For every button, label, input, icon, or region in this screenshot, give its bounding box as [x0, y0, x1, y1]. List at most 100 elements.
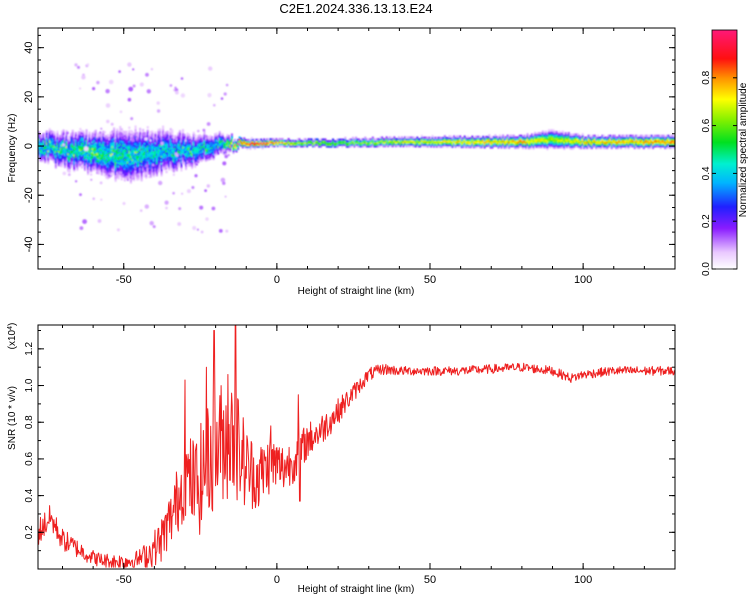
spectrogram-cell	[162, 158, 165, 161]
spectrogram-cell	[142, 149, 145, 152]
spectrogram-cell	[195, 163, 198, 166]
spectrogram-cell	[82, 161, 85, 164]
spectrogram-cell	[656, 138, 659, 141]
spectrogram-cell	[111, 166, 114, 169]
spectrogram-cell	[309, 141, 312, 144]
spectrogram-cell	[68, 165, 71, 168]
spectrogram-cell	[364, 143, 367, 146]
spectrogram-cell	[552, 146, 555, 149]
spectrogram-cell	[212, 149, 215, 152]
spectrogram-cell	[195, 159, 198, 163]
spectrogram-cell	[226, 144, 229, 147]
spectrogram-cell	[302, 138, 305, 141]
spectrogram-cell	[71, 157, 74, 160]
spectrogram-cell	[590, 145, 593, 148]
spectrogram-cell	[469, 142, 472, 145]
spectrogram-cell	[113, 168, 116, 171]
spectrogram-cell	[381, 138, 384, 141]
spectrogram-cell	[215, 141, 218, 144]
spectrogram-cell	[404, 141, 407, 144]
spectrogram-cell	[535, 138, 538, 142]
spectrogram-cell	[573, 143, 576, 147]
spectrogram-cell	[405, 138, 408, 141]
spectrogram-cell	[82, 152, 85, 155]
spectrogram-cell	[186, 149, 189, 153]
spectrogram-cell	[64, 141, 67, 145]
spectrogram-cell	[295, 145, 298, 148]
spectrogram-cell	[596, 138, 599, 141]
spectrogram-cell	[44, 159, 47, 162]
spectrogram-cell	[41, 137, 44, 140]
spectrogram-cell	[93, 146, 96, 149]
spectrogram-cell	[117, 161, 120, 164]
spectrogram-cell	[168, 157, 171, 161]
spectrogram-cell	[446, 137, 449, 140]
spectrogram-cell	[91, 151, 94, 154]
spectrogram-cell	[581, 143, 584, 146]
spectrogram-cell	[217, 143, 220, 147]
spectrogram-cell	[609, 138, 612, 141]
spectrogram-cell	[166, 141, 169, 144]
spectrogram-cell	[88, 143, 91, 147]
spectrogram-cell	[192, 147, 195, 150]
spectrogram-cell	[83, 134, 86, 137]
spectrogram-cell	[163, 162, 166, 166]
spectrogram-cell	[108, 170, 111, 173]
spectrogram-cell	[220, 133, 223, 136]
spectrogram-cell	[558, 134, 561, 137]
spectrogram-cell	[622, 134, 625, 137]
spectrogram-cell	[468, 139, 471, 142]
spectrogram-cell	[149, 141, 152, 144]
spectrogram-cell	[117, 132, 120, 135]
spectrogram-cell	[338, 138, 341, 141]
spectrogram-cell	[56, 130, 59, 133]
spectrogram-cell	[466, 140, 469, 143]
spectrogram-cell	[622, 136, 625, 139]
spectrogram-cell	[520, 134, 523, 137]
spectrogram-marks	[38, 62, 675, 234]
spectrogram-cell	[44, 160, 47, 164]
spectrogram-cell	[177, 139, 180, 142]
spectrogram-cell	[148, 175, 151, 179]
spectrogram-cell	[230, 133, 233, 136]
spectrogram-cell	[131, 160, 134, 163]
spectrogram-cell	[355, 138, 358, 141]
spectrogram-cell	[353, 143, 356, 146]
spectrogram-cell	[42, 134, 45, 137]
spectrogram-cell	[379, 138, 382, 141]
spectrogram-cell	[102, 158, 105, 161]
spectrogram-cell	[198, 155, 201, 158]
spectrogram-cell	[146, 164, 149, 167]
spectrogram-cell	[186, 146, 189, 149]
spectrogram-cell	[96, 171, 99, 174]
spectrogram-cell	[88, 167, 91, 171]
spectrogram-cell	[162, 134, 165, 137]
spectrogram-cell	[370, 138, 373, 141]
spectrogram-cell	[149, 154, 152, 158]
spectrogram-cell	[495, 139, 498, 142]
spectrogram-cell	[489, 139, 492, 142]
spectrogram-cell	[56, 147, 59, 151]
spectrogram-cell	[475, 140, 478, 144]
spectrogram-cell	[116, 135, 119, 138]
spectrogram-cell	[586, 141, 589, 144]
spectrogram-cell	[546, 144, 549, 147]
spectrogram-cell	[90, 149, 93, 152]
spectrogram-cell	[113, 146, 116, 149]
spectrogram-cell	[42, 157, 45, 160]
spectrogram-cell	[647, 141, 650, 144]
spectrogram-cell	[569, 133, 572, 136]
spectrogram-outlier	[74, 63, 78, 67]
spectrogram-cell	[137, 171, 140, 174]
spectrogram-cell	[498, 134, 501, 137]
spectrogram-cell	[619, 136, 622, 139]
spectrogram-cell	[103, 141, 106, 144]
spectrogram-cell	[76, 135, 79, 139]
spectrogram-cell	[273, 145, 276, 148]
spectrogram-cell	[198, 144, 201, 147]
spectrogram-cell	[670, 139, 673, 143]
spectrogram-cell	[142, 141, 145, 144]
spectrogram-cell	[57, 155, 60, 158]
spectrogram-cell	[99, 138, 102, 141]
spectrogram-cell	[629, 145, 632, 148]
